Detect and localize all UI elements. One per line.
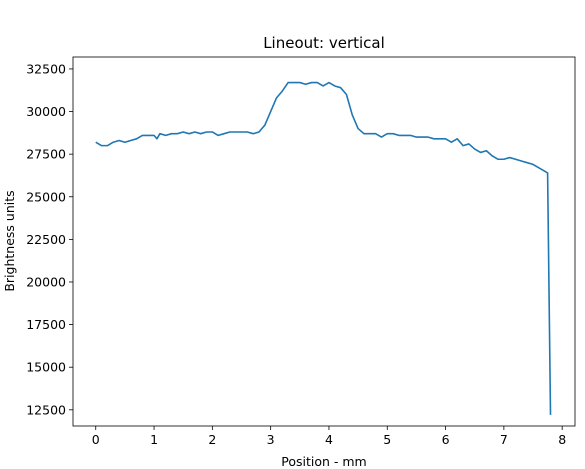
y-axis-label: Brightness units [2,190,17,291]
y-tick-label: 12500 [26,402,66,417]
y-tick-label: 25000 [26,189,66,204]
y-tick-label: 15000 [26,360,66,375]
x-axis-ticks: 0 1 2 3 4 5 6 7 8 [92,426,566,447]
x-tick-label: 8 [558,432,566,447]
y-tick-label: 20000 [26,274,66,289]
axes-frame [72,56,576,427]
plot-area [95,81,552,415]
y-tick-label: 27500 [26,147,66,162]
x-tick-label: 7 [500,432,508,447]
x-tick-label: 4 [325,432,333,447]
y-axis-ticks: 12500 15000 17500 20000 22500 25000 27500 30000… [26,61,73,417]
y-tick-label: 17500 [26,317,66,332]
y-tick-label: 30000 [26,104,66,119]
chart-title: Lineout: vertical [263,34,385,52]
x-axis-label: Position - mm [281,454,366,469]
x-tick-label: 5 [383,432,391,447]
x-tick-label: 2 [208,432,216,447]
x-tick-label: 3 [267,432,275,447]
y-tick-label: 22500 [26,232,66,247]
series-line [95,81,552,415]
x-tick-label: 0 [92,432,100,447]
x-tick-label: 6 [442,432,450,447]
y-tick-label: 32500 [26,61,66,76]
x-tick-label: 1 [150,432,158,447]
